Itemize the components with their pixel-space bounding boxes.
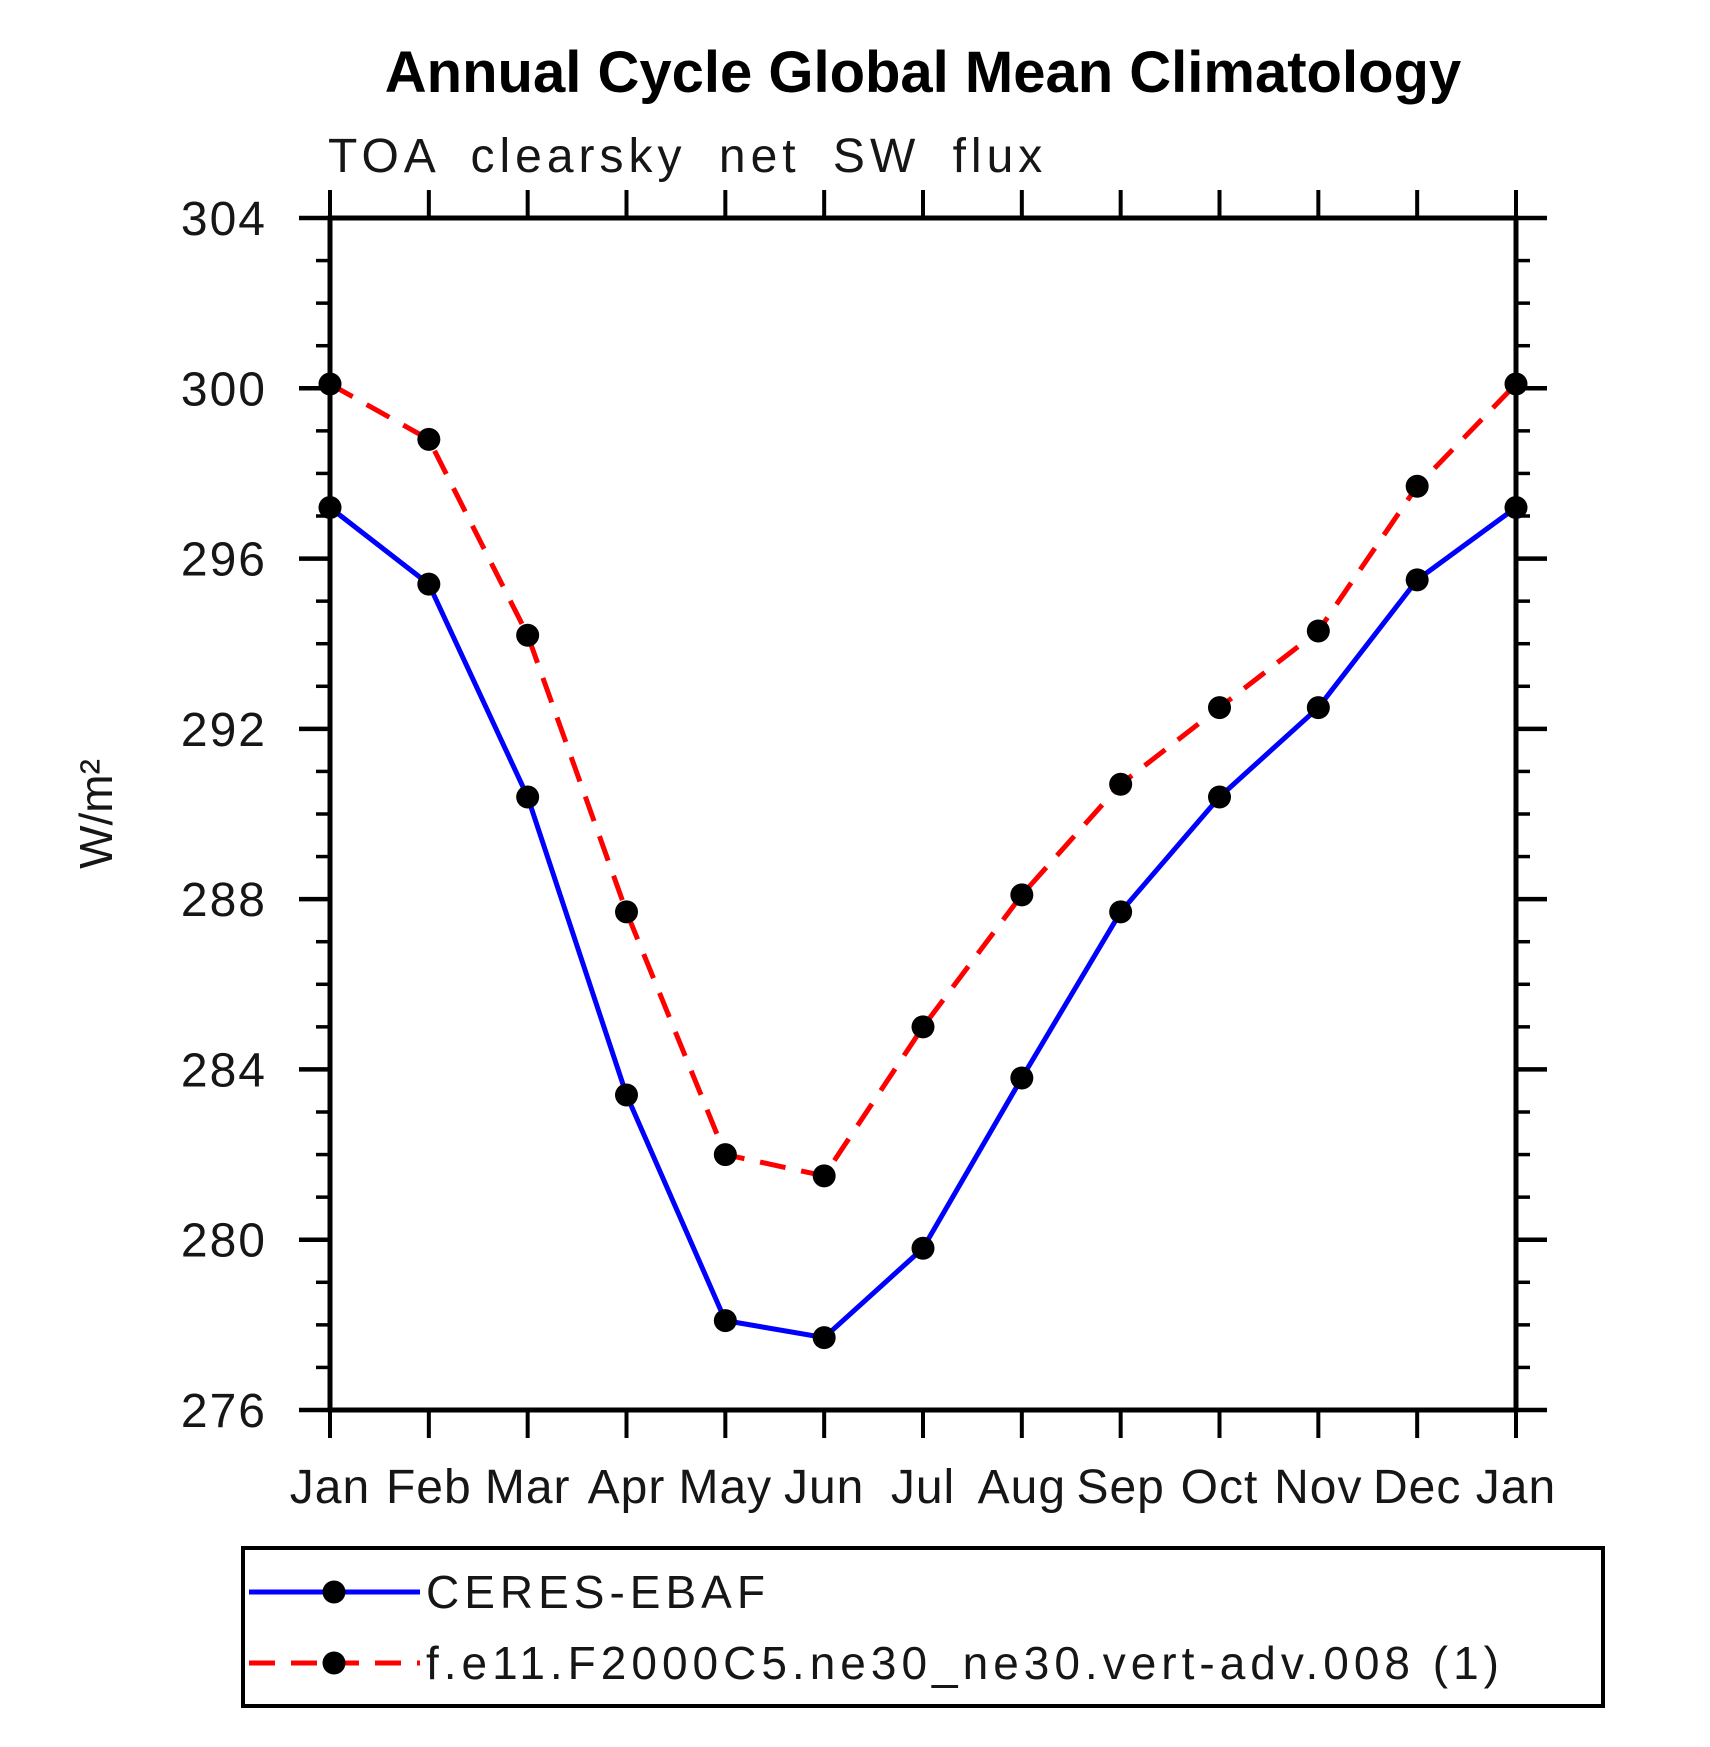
data-point — [516, 623, 540, 647]
y-axis-label: W/m² — [70, 759, 122, 869]
month-label: Dec — [1373, 1461, 1461, 1514]
data-point — [911, 1015, 935, 1039]
month-label: Jul — [891, 1461, 955, 1514]
data-point — [516, 785, 540, 809]
data-point — [1405, 568, 1429, 592]
data-point — [1010, 1066, 1034, 1090]
legend-label: f.e11.F2000C5.ne30_ne30.vert-adv.008 (1) — [426, 1637, 1504, 1689]
data-point — [615, 1083, 638, 1107]
y-tick-label: 296 — [181, 534, 267, 587]
data-point — [812, 1164, 836, 1188]
series-line-ceres-ebaf — [328, 505, 1518, 1341]
chart-title: Annual Cycle Global Mean Climatology — [385, 40, 1461, 105]
series-line-model — [328, 381, 1518, 1179]
month-label: Sep — [1076, 1461, 1164, 1514]
month-label: Feb — [386, 1461, 472, 1514]
legend-marker — [322, 1651, 346, 1675]
data-point — [911, 1236, 935, 1260]
data-point — [713, 1143, 737, 1167]
data-point — [1010, 883, 1034, 907]
data-point — [318, 495, 342, 519]
y-tick-label: 276 — [181, 1385, 267, 1438]
month-label: Jun — [784, 1461, 864, 1514]
data-point — [1109, 772, 1133, 796]
month-label: Aug — [978, 1461, 1066, 1514]
plot-box — [327, 215, 1519, 1413]
month-label: Jan — [1476, 1461, 1556, 1514]
data-point — [1306, 619, 1330, 643]
y-tick-label: 292 — [181, 704, 267, 757]
chart-subtitle: TOA clearsky net SW flux — [328, 130, 1047, 183]
data-point — [1504, 495, 1528, 519]
month-label: Nov — [1274, 1461, 1362, 1514]
legend-box — [241, 1546, 1605, 1708]
legend-box-group: CERES-EBAF f.e11.F2000C5.ne30_ne30.vert-a… — [241, 1546, 1605, 1708]
legend-marker — [322, 1580, 346, 1604]
y-tick-label: 288 — [181, 874, 267, 927]
data-point — [1504, 372, 1528, 396]
data-point — [1109, 900, 1133, 924]
y-tick-label: 304 — [181, 193, 267, 246]
data-point — [615, 900, 638, 924]
month-label: Oct — [1181, 1461, 1259, 1514]
month-label: Apr — [588, 1461, 666, 1514]
y-tick-label: 280 — [181, 1215, 267, 1268]
data-point — [417, 427, 441, 451]
data-point — [318, 372, 342, 396]
data-point — [713, 1309, 737, 1333]
data-point — [1306, 696, 1330, 720]
data-point — [812, 1326, 836, 1350]
legend-label: CERES-EBAF — [426, 1566, 770, 1618]
y-tick-label: 300 — [181, 363, 267, 416]
data-point — [1208, 785, 1231, 809]
month-label: May — [678, 1461, 772, 1514]
data-point — [1405, 474, 1429, 498]
data-point — [1208, 696, 1231, 720]
data-point — [417, 572, 441, 596]
month-label: Jan — [290, 1461, 370, 1514]
month-label: Mar — [485, 1461, 571, 1514]
y-tick-label: 284 — [181, 1044, 267, 1097]
